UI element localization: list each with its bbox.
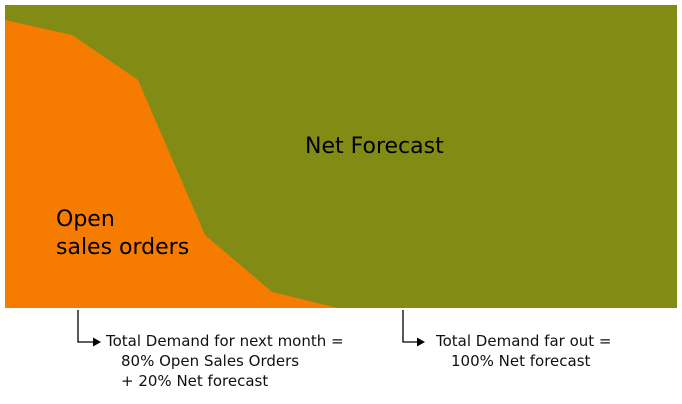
far-out-annotation: Total Demand far out = 100% Net forecast (436, 331, 612, 371)
next-month-annotation: Total Demand for next month = 80% Open S… (106, 331, 344, 391)
open-sales-orders-area (5, 20, 338, 308)
net-forecast-label: Net Forecast (305, 134, 444, 159)
far-out-line1: Total Demand far out = (436, 332, 612, 350)
far-out-line2: 100% Net forecast (451, 352, 591, 370)
open-sales-orders-label-line1: Open (56, 207, 115, 232)
next-month-connector (77, 310, 101, 347)
next-month-line3: + 20% Net forecast (121, 372, 269, 390)
next-month-line2: 80% Open Sales Orders (121, 352, 300, 370)
far-out-connector (402, 310, 425, 347)
next-month-line1: Total Demand for next month = (106, 332, 344, 350)
open-sales-orders-label: Open sales orders (56, 206, 189, 262)
open-sales-orders-label-line2: sales orders (56, 235, 190, 260)
